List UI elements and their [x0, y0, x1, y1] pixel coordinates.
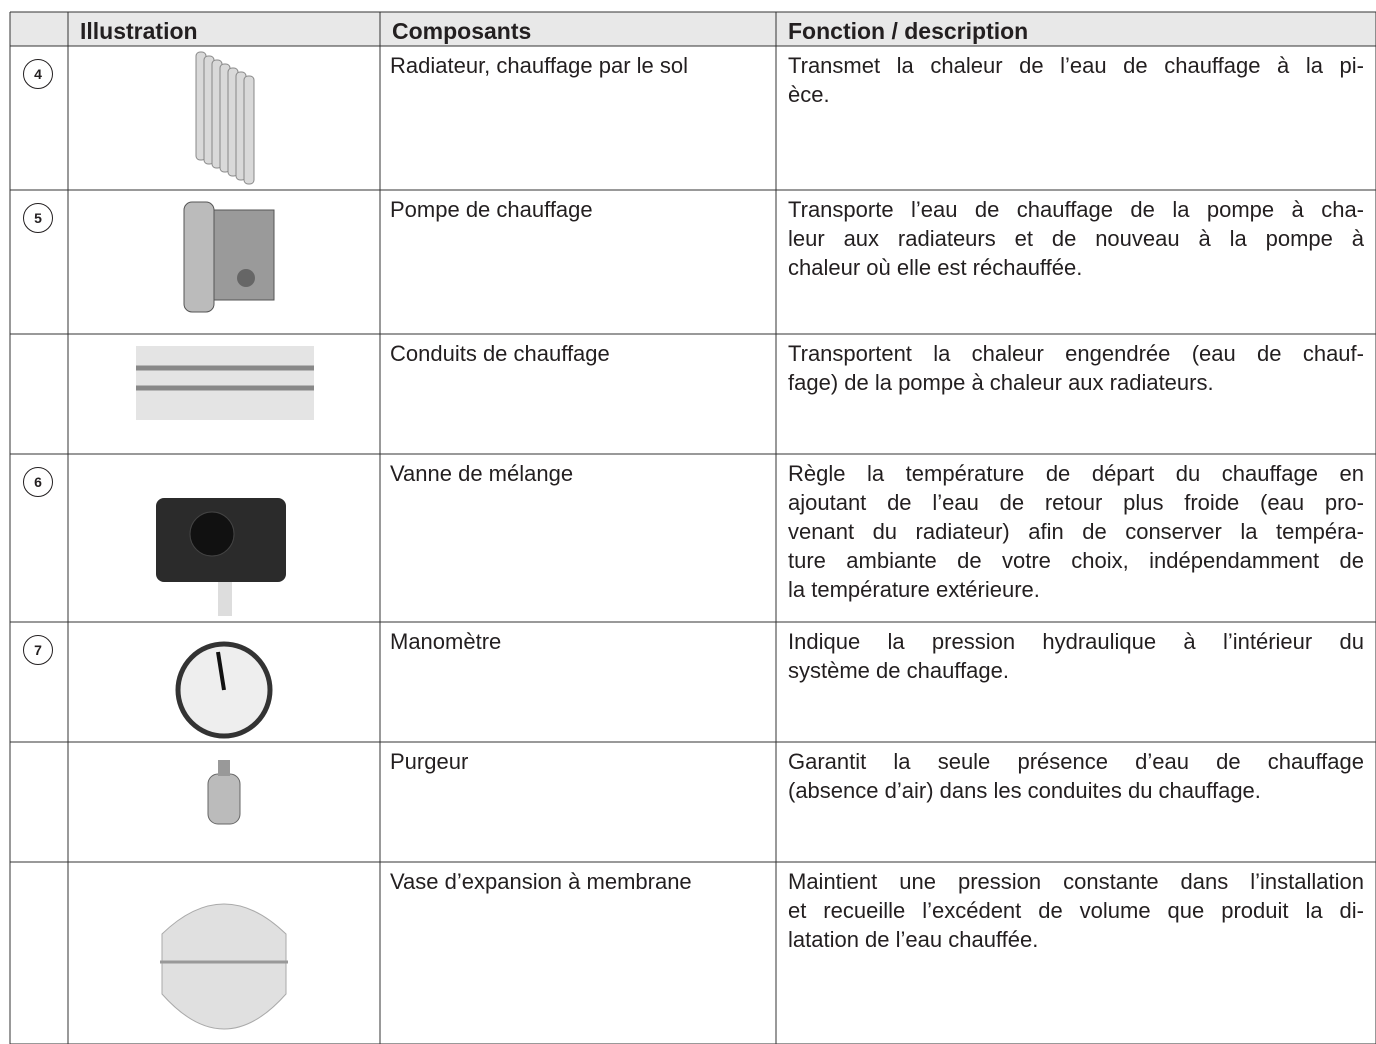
description-line: (absence d’air) dans les conduites du ch…: [788, 778, 1261, 803]
header-cell: Composants: [392, 18, 532, 44]
description-line: latation de l’eau chauffée.: [788, 927, 1039, 952]
description: Transporte l’eau de chauffage de la pomp…: [788, 195, 1364, 282]
header-cell: Illustration: [80, 18, 198, 44]
description-line: èce.: [788, 82, 830, 107]
header-bg: [10, 12, 1376, 46]
valve-cable: [218, 582, 232, 616]
row-number: 6: [23, 467, 53, 497]
illustration: [156, 498, 286, 616]
illustration: [207, 760, 241, 825]
description-line: Maintient une pression constante dans l’…: [788, 869, 1364, 894]
pump-knob: [237, 269, 255, 287]
illustration: [136, 346, 314, 420]
illustration: [160, 903, 288, 1030]
row-number: 4: [23, 59, 53, 89]
component: Conduits de chauffage: [390, 341, 610, 366]
row-number: 7: [23, 635, 53, 665]
description-line: Transporte l’eau de chauffage de la pomp…: [788, 197, 1364, 222]
description-line: système de chauffage.: [788, 658, 1009, 683]
description-line: ture ambiante de votre choix, indépendam…: [788, 548, 1364, 573]
vent-cap: [218, 760, 230, 776]
header-cell: Fonction / description: [788, 18, 1029, 44]
description-line: Garantit la seule présence d’eau de chau…: [788, 749, 1364, 774]
component: Manomètre: [390, 629, 502, 654]
description-line: Transmet la chaleur de l’eau de chauffag…: [788, 53, 1364, 78]
radiator-fin: [243, 75, 255, 185]
pipes-bg: [136, 346, 314, 420]
description-line: chaleur où elle est réchauffée.: [788, 255, 1083, 280]
description-line: Indique la pression hydraulique à l’inté…: [788, 629, 1364, 654]
valve-knob: [189, 511, 235, 557]
illustration: [183, 201, 275, 313]
component: Vase d’expansion à membrane: [390, 869, 692, 894]
component: Pompe de chauffage: [390, 197, 593, 222]
description: Règle la température de départ du chauff…: [788, 459, 1364, 604]
illustration: [195, 51, 255, 185]
description-line: ajoutant de l’eau de retour plus froide …: [788, 490, 1364, 515]
row-number: 5: [23, 203, 53, 233]
component: Purgeur: [390, 749, 469, 774]
description-line: Transportent la chaleur engendrée (eau d…: [788, 341, 1364, 366]
description-line: Règle la température de départ du chauff…: [788, 461, 1364, 486]
description-line: leur aux radiateurs et de nouveau à la p…: [788, 226, 1364, 251]
pump-pipe: [183, 201, 215, 313]
vessel: [161, 903, 287, 1030]
description: Indique la pression hydraulique à l’inté…: [788, 627, 1364, 685]
illustration: [175, 641, 273, 739]
component: Radiateur, chauffage par le sol: [390, 53, 689, 78]
vent-body: [207, 773, 241, 825]
description: Transmet la chaleur de l’eau de chauffag…: [788, 51, 1364, 109]
gauge-needle: [216, 651, 226, 691]
component: Vanne de mélange: [390, 461, 574, 486]
description-line: la température extérieure.: [788, 577, 1040, 602]
description-line: fage) de la pompe à chaleur aux radiateu…: [788, 370, 1214, 395]
description: Maintient une pression constante dans l’…: [788, 867, 1364, 954]
description: Garantit la seule présence d’eau de chau…: [788, 747, 1364, 805]
description: Transportent la chaleur engendrée (eau d…: [788, 339, 1364, 397]
description-line: venant du radiateur) afin de conserver l…: [788, 519, 1364, 544]
description-line: et recueille l’excédent de volume que pr…: [788, 898, 1364, 923]
